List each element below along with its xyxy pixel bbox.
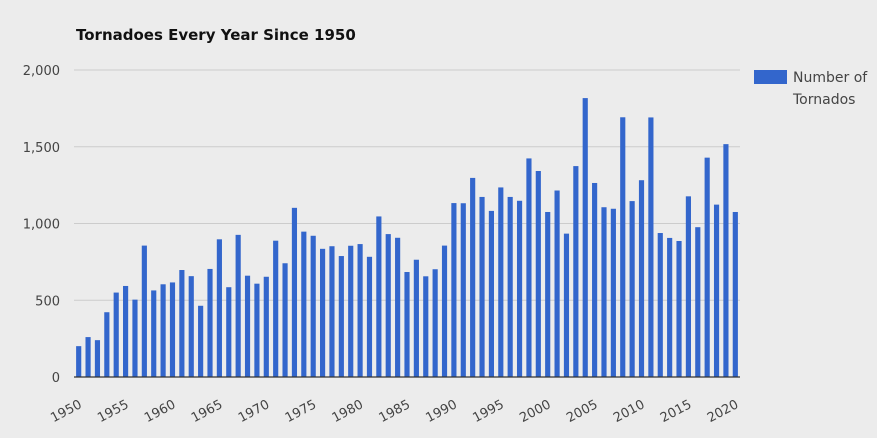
bar[interactable] (160, 284, 166, 377)
bar[interactable] (207, 268, 213, 377)
bar[interactable] (141, 245, 147, 377)
bar[interactable] (470, 177, 476, 377)
x-tick-label: 2015 (658, 397, 694, 426)
bar[interactable] (123, 285, 129, 377)
chart-title: Tornadoes Every Year Since 1950 (76, 26, 356, 44)
y-tick-label: 1,000 (23, 218, 60, 233)
y-tick-label: 1,500 (23, 141, 60, 156)
bar[interactable] (629, 201, 635, 377)
bar[interactable] (291, 207, 298, 377)
bar[interactable] (188, 276, 194, 377)
bar[interactable] (348, 245, 354, 377)
bar[interactable] (226, 287, 232, 377)
bar[interactable] (723, 144, 729, 377)
bar[interactable] (526, 158, 532, 377)
bars (76, 98, 738, 378)
bar[interactable] (179, 270, 185, 377)
bar[interactable] (657, 233, 663, 377)
bar[interactable] (479, 196, 485, 377)
bar[interactable] (329, 246, 335, 377)
x-tick-label: 1965 (189, 397, 225, 426)
bar[interactable] (113, 292, 119, 377)
x-tick-label: 1970 (236, 397, 272, 426)
legend-swatch (754, 70, 787, 84)
bar[interactable] (423, 276, 429, 377)
y-tick-label: 500 (35, 294, 60, 309)
bar[interactable] (85, 337, 91, 377)
bar[interactable] (620, 117, 626, 377)
x-tick-label: 1980 (330, 397, 366, 426)
bar[interactable] (460, 203, 466, 377)
bar[interactable] (104, 312, 110, 377)
bar[interactable] (273, 240, 279, 377)
bar[interactable] (413, 259, 419, 377)
x-tick-label: 1985 (377, 397, 413, 426)
legend-label-line1: Number of (793, 70, 868, 86)
bar[interactable] (385, 234, 391, 377)
bar[interactable] (676, 241, 682, 377)
bar[interactable] (488, 210, 494, 377)
legend: Number of Tornados (754, 70, 868, 108)
y-tick-label: 0 (52, 371, 60, 386)
x-tick-label: 1955 (95, 397, 131, 426)
bar[interactable] (582, 98, 588, 377)
bar[interactable] (573, 166, 579, 377)
bar[interactable] (244, 275, 251, 377)
bar[interactable] (310, 235, 316, 377)
bar[interactable] (732, 211, 738, 377)
bar[interactable] (432, 269, 438, 377)
bar[interactable] (301, 231, 307, 377)
bar[interactable] (366, 256, 373, 377)
bar[interactable] (601, 207, 607, 377)
bar[interactable] (282, 263, 288, 377)
bar[interactable] (667, 237, 673, 377)
bar[interactable] (695, 227, 701, 377)
x-tick-label: 1975 (283, 397, 319, 426)
bar[interactable] (563, 233, 570, 377)
bar[interactable] (357, 244, 363, 377)
bar[interactable] (516, 200, 523, 377)
bar[interactable] (395, 237, 401, 377)
bar[interactable] (263, 276, 269, 377)
bar[interactable] (498, 187, 504, 377)
bar[interactable] (592, 182, 598, 377)
bar[interactable] (648, 117, 654, 378)
x-tick-label: 1990 (424, 397, 460, 426)
bar[interactable] (441, 245, 448, 377)
bar[interactable] (254, 283, 260, 377)
bar[interactable] (451, 203, 457, 377)
bar[interactable] (216, 239, 222, 377)
bar[interactable] (704, 157, 710, 377)
bar[interactable] (376, 216, 382, 377)
x-tick-label: 1995 (470, 397, 506, 426)
bar[interactable] (169, 282, 176, 377)
y-tick-label: 2,000 (23, 64, 60, 79)
bar[interactable] (76, 346, 82, 377)
bar[interactable] (507, 196, 513, 377)
bar[interactable] (535, 171, 541, 377)
bar[interactable] (320, 248, 326, 377)
bar[interactable] (713, 204, 720, 377)
legend-label-line2: Tornados (792, 92, 855, 108)
bar[interactable] (338, 256, 344, 377)
x-tick-label: 2005 (564, 397, 600, 426)
bar[interactable] (132, 299, 138, 377)
x-tick-label: 2010 (611, 397, 647, 426)
bar[interactable] (198, 305, 204, 377)
x-tick-label: 1960 (142, 397, 178, 426)
bar[interactable] (151, 290, 157, 377)
x-tick-label: 2020 (705, 397, 741, 426)
bar[interactable] (404, 272, 410, 377)
bar[interactable] (638, 180, 645, 377)
bar[interactable] (545, 211, 551, 377)
x-tick-label: 2000 (517, 397, 553, 426)
bar[interactable] (94, 340, 101, 377)
x-tick-label: 1950 (48, 397, 84, 426)
bar[interactable] (554, 190, 560, 378)
bar[interactable] (685, 196, 691, 377)
bar[interactable] (610, 208, 616, 377)
bar[interactable] (235, 234, 241, 377)
